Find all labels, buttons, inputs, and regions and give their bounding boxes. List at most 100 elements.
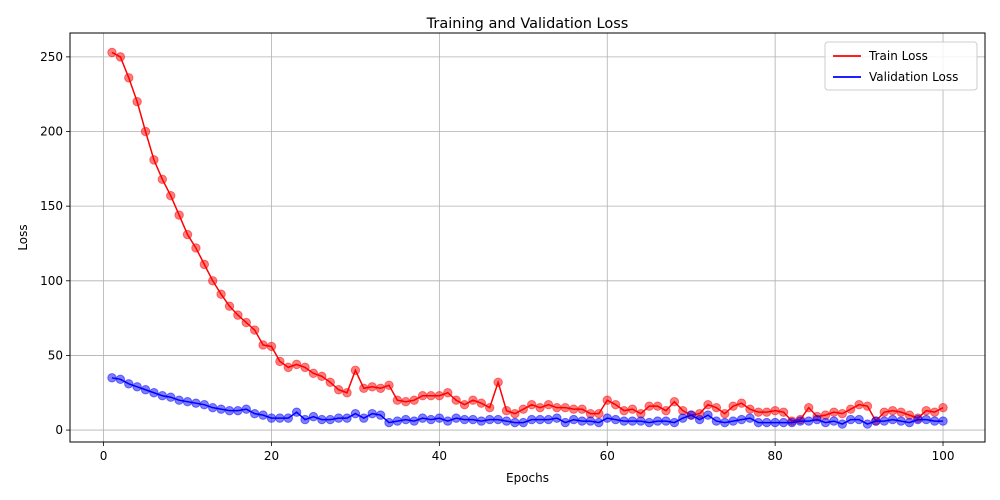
- validation-loss-point: [359, 413, 369, 423]
- validation-loss-point: [166, 392, 176, 402]
- validation-loss-point: [216, 404, 226, 414]
- train-loss-point: [451, 395, 461, 405]
- validation-loss-point: [107, 373, 117, 383]
- validation-loss-point: [384, 417, 394, 428]
- train-loss-point: [577, 404, 587, 414]
- validation-loss-point: [745, 413, 755, 423]
- validation-loss-point: [342, 413, 352, 423]
- validation-loss-point: [770, 417, 780, 428]
- y-tick-label: 250: [40, 50, 63, 64]
- x-tick-label: 20: [264, 449, 279, 463]
- validation-loss-point: [300, 414, 310, 425]
- legend-box: [824, 41, 978, 91]
- train-loss-point: [174, 210, 184, 220]
- train-loss-point: [443, 388, 453, 398]
- validation-loss-point: [543, 414, 554, 425]
- train-loss-point: [762, 407, 772, 417]
- validation-loss-point: [501, 416, 512, 426]
- validation-loss-point: [174, 395, 184, 405]
- train-loss-point: [661, 405, 671, 416]
- validation-loss-point: [149, 388, 159, 398]
- train-loss-point: [350, 365, 361, 376]
- train-loss-point: [711, 402, 722, 413]
- train-loss-point: [854, 399, 864, 410]
- train-loss-point: [107, 47, 117, 58]
- x-axis-label: Epochs: [506, 471, 549, 485]
- validation-loss-point: [333, 413, 344, 423]
- train-loss-point: [157, 174, 168, 184]
- validation-loss-point: [459, 414, 470, 425]
- series-layer: [107, 47, 948, 429]
- validation-loss-point: [644, 417, 654, 428]
- validation-loss-point: [182, 396, 193, 407]
- train-loss-series: [107, 47, 948, 426]
- train-loss-point: [552, 402, 562, 413]
- train-loss-point: [921, 405, 931, 416]
- validation-loss-point: [778, 417, 789, 428]
- validation-loss-point: [325, 414, 335, 425]
- legend-label-train-loss: Train Loss: [868, 49, 928, 63]
- train-loss-point: [770, 405, 780, 416]
- train-loss-point: [720, 408, 730, 419]
- validation-loss-point: [896, 416, 906, 426]
- validation-loss-point: [417, 413, 428, 423]
- validation-loss-point: [291, 407, 302, 417]
- x-tick-label: 60: [600, 449, 615, 463]
- validation-loss-point: [191, 398, 201, 408]
- validation-loss-point: [375, 410, 386, 420]
- train-loss-point: [417, 391, 428, 401]
- train-loss-point: [501, 405, 512, 416]
- validation-loss-point: [627, 416, 638, 426]
- train-loss-point: [652, 401, 663, 411]
- train-loss-point: [258, 340, 268, 350]
- validation-loss-point: [157, 391, 168, 401]
- validation-loss-point: [929, 416, 940, 426]
- validation-loss-point: [703, 410, 713, 420]
- validation-loss-point: [694, 414, 705, 425]
- validation-loss-point: [787, 417, 797, 428]
- validation-loss-point: [594, 417, 604, 428]
- x-tick-label: 0: [100, 449, 108, 463]
- validation-loss-point: [845, 414, 856, 425]
- train-loss-point: [594, 408, 604, 419]
- validation-loss-point: [535, 414, 545, 425]
- train-loss-point: [375, 383, 386, 393]
- train-loss-point: [938, 402, 948, 413]
- validation-loss-point: [367, 408, 377, 419]
- y-axis-label: Loss: [16, 224, 30, 250]
- validation-loss-point: [140, 385, 151, 395]
- train-loss-point: [325, 377, 335, 387]
- train-loss-point: [333, 385, 344, 395]
- validation-loss-point: [124, 379, 134, 389]
- validation-loss-point: [249, 408, 260, 419]
- train-loss-point: [476, 398, 487, 408]
- validation-loss-point: [871, 416, 881, 426]
- train-loss-point: [342, 388, 352, 398]
- train-loss-point: [778, 407, 789, 417]
- train-loss-point: [384, 380, 394, 390]
- validation-loss-point: [736, 414, 747, 425]
- train-loss-point: [896, 407, 906, 417]
- validation-loss-point: [720, 417, 730, 428]
- train-loss-point: [300, 362, 310, 373]
- validation-loss-point: [652, 416, 663, 426]
- train-loss-point: [182, 229, 193, 240]
- validation-loss-point: [804, 416, 814, 426]
- legend-label-validation-loss: Validation Loss: [869, 70, 958, 84]
- validation-loss-point: [451, 413, 461, 423]
- validation-loss-point: [468, 414, 478, 425]
- x-tick-label: 100: [932, 449, 955, 463]
- validation-loss-point: [829, 416, 839, 426]
- y-tick-label: 50: [48, 348, 63, 362]
- validation-loss-point: [686, 410, 696, 420]
- train-loss-point: [804, 402, 814, 413]
- train-loss-point: [879, 407, 889, 417]
- validation-loss-point: [938, 416, 948, 426]
- train-loss-point: [526, 399, 537, 410]
- train-loss-point: [644, 401, 654, 411]
- train-loss-point: [837, 408, 847, 419]
- train-loss-point: [115, 52, 126, 62]
- train-loss-point: [568, 404, 579, 414]
- train-loss-point: [191, 243, 201, 253]
